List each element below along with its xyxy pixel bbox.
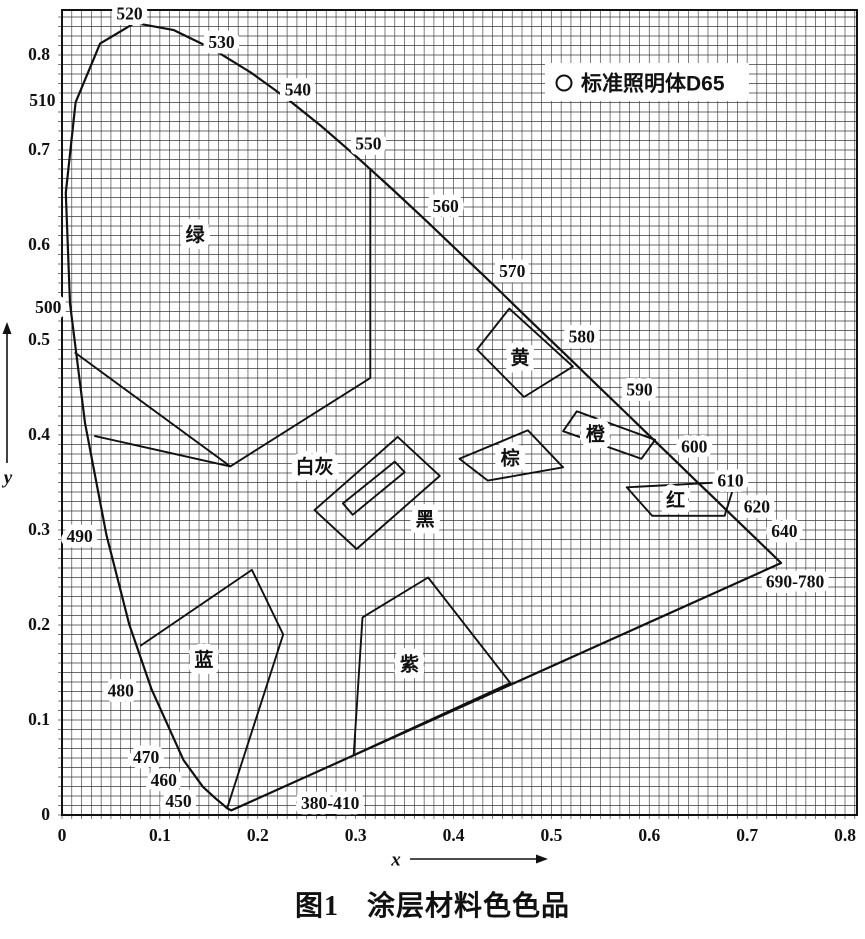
x-tick-0.3: 0.3 xyxy=(345,825,367,845)
legend-label: 标准照明体D65 xyxy=(581,71,725,95)
wavelength-label-640: 640 xyxy=(771,521,798,541)
x-tick-0.4: 0.4 xyxy=(443,825,465,845)
wavelength-label-580: 580 xyxy=(569,326,596,346)
region-green xyxy=(74,168,372,468)
region-yellow xyxy=(476,307,574,398)
region-label-red: 红 xyxy=(666,488,685,511)
x-tick-0.2: 0.2 xyxy=(247,825,269,845)
x-tick-0.6: 0.6 xyxy=(638,825,660,845)
figure-number: 图1 xyxy=(294,891,339,922)
grid xyxy=(58,10,857,819)
region-label-green: 绿 xyxy=(186,223,206,246)
y-tick-0.4: 0.4 xyxy=(28,424,50,444)
y-axis-ticks: 0 0.1 0.2 0.3 0.4 0.5 0.6 0.7 0.8 xyxy=(28,44,50,824)
figure-caption: 图1 涂层材料色色品 xyxy=(0,884,865,924)
y-tick-0.2: 0.2 xyxy=(28,614,50,634)
wavelength-label-600: 600 xyxy=(681,437,708,457)
region-label-purple: 紫 xyxy=(400,654,419,676)
wavelength-label-570: 570 xyxy=(499,261,526,281)
wavelength-label-610: 610 xyxy=(717,471,744,491)
legend-box xyxy=(545,63,749,101)
x-axis-arrow xyxy=(536,854,548,864)
x-tick-0: 0 xyxy=(58,825,67,845)
y-axis-label: y xyxy=(2,468,13,489)
region-red xyxy=(625,480,737,517)
wavelength-label-690-780: 690-780 xyxy=(766,571,825,591)
y-tick-0: 0 xyxy=(41,804,50,824)
wavelength-label-490: 490 xyxy=(66,526,93,546)
region-label-brown: 棕 xyxy=(501,446,520,469)
y-tick-0.1: 0.1 xyxy=(28,709,50,729)
plot-border xyxy=(61,9,858,816)
y-axis-arrow xyxy=(2,322,12,334)
wavelength-label-530: 530 xyxy=(208,32,235,52)
y-tick-0.6: 0.6 xyxy=(28,234,50,254)
x-tick-0.7: 0.7 xyxy=(736,825,758,845)
x-tick-0.1: 0.1 xyxy=(149,825,171,845)
x-axis-label: x xyxy=(390,850,401,871)
figure-title: 涂层材料色色品 xyxy=(367,891,571,922)
d65-marker-icon xyxy=(555,74,573,92)
color-regions xyxy=(74,168,737,808)
wavelength-label-510: 510 xyxy=(29,90,56,110)
wavelength-label-460: 460 xyxy=(151,770,178,790)
region-gray-outer xyxy=(313,435,441,550)
wavelength-label-560: 560 xyxy=(433,196,460,216)
region-blue xyxy=(139,568,285,808)
wavelength-label-380-410: 380-410 xyxy=(301,793,360,813)
y-tick-0.8: 0.8 xyxy=(28,44,50,64)
wavelength-label-540: 540 xyxy=(285,79,312,99)
y-tick-0.7: 0.7 xyxy=(28,139,50,159)
legend: 标准照明体D65 xyxy=(545,63,749,101)
wavelength-label-480: 480 xyxy=(108,681,135,701)
wavelength-label-590: 590 xyxy=(626,380,653,400)
y-tick-0.3: 0.3 xyxy=(28,519,50,539)
region-orange xyxy=(562,410,657,460)
wavelength-label-620: 620 xyxy=(744,496,771,516)
axis-labels: xy xyxy=(2,322,548,871)
region-label-float-1: 黑 xyxy=(416,508,435,530)
region-label-float-0: 白灰 xyxy=(296,455,334,478)
region-label-orange: 橙 xyxy=(586,423,606,446)
region-purple xyxy=(352,576,512,757)
y-tick-0.5: 0.5 xyxy=(28,329,50,349)
wavelength-label-520: 520 xyxy=(116,3,143,23)
spectral-locus-curve xyxy=(64,21,783,812)
region-white-inner xyxy=(341,460,406,516)
wavelength-label-500: 500 xyxy=(35,297,62,317)
wavelength-label-450: 450 xyxy=(165,791,192,811)
wavelength-label-470: 470 xyxy=(133,747,160,767)
x-tick-0.8: 0.8 xyxy=(834,825,856,845)
x-tick-0.5: 0.5 xyxy=(540,825,562,845)
region-brown xyxy=(458,429,565,482)
region-label-blue: 蓝 xyxy=(194,648,213,671)
spectral-locus xyxy=(64,21,783,812)
region-label-yellow: 黄 xyxy=(511,346,530,369)
wavelength-label-550: 550 xyxy=(355,133,382,153)
boundary-whitegray-left xyxy=(94,434,231,468)
x-axis-ticks: 0 0.1 0.2 0.3 0.4 0.5 0.6 0.7 0.8 xyxy=(58,825,857,845)
